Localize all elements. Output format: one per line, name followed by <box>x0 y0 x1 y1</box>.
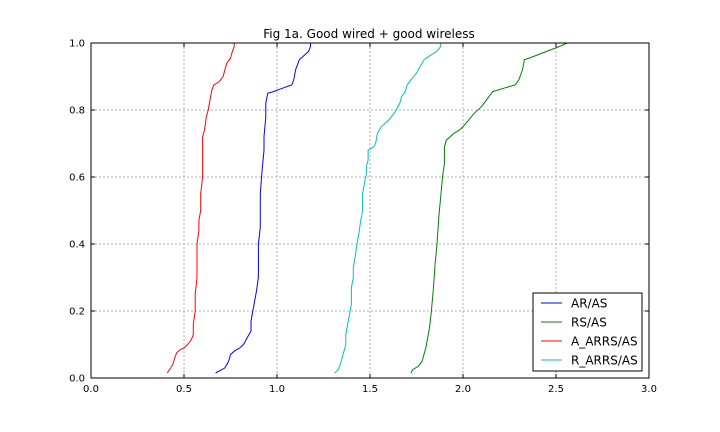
series-line-1 <box>410 42 568 374</box>
y-tick-label: 0.4 <box>69 240 85 251</box>
series-line-0 <box>215 43 311 374</box>
legend-label-0: AR/AS <box>571 297 607 311</box>
y-tick-label: 1.0 <box>69 39 85 50</box>
x-tick-label: 1.5 <box>362 384 378 395</box>
x-tick-label: 0.5 <box>176 384 192 395</box>
series-line-2 <box>166 43 235 374</box>
legend-box <box>532 292 643 372</box>
x-tick-label: 2.0 <box>455 384 471 395</box>
series-lines <box>166 42 568 374</box>
legend-entries: AR/AS RS/AS A_ARRS/AS R_ARRS/AS <box>541 297 638 368</box>
y-tick-label: 0.2 <box>69 307 85 318</box>
series-line-3 <box>334 43 442 374</box>
legend-label-3: R_ARRS/AS <box>571 354 638 368</box>
x-tick-label: 1.0 <box>269 384 285 395</box>
axis-ticks: 0.0 0.5 1.0 1.5 2.0 2.5 3.0 0.0 0.2 0.4 0.6 0.8 1.0 <box>69 39 657 396</box>
legend-label-1: RS/AS <box>571 316 607 330</box>
x-tick-label: 3.0 <box>641 384 657 395</box>
legend-label-2: A_ARRS/AS <box>571 335 638 349</box>
y-tick-label: 0.6 <box>69 173 85 184</box>
y-tick-label: 0.8 <box>69 106 85 117</box>
legend: AR/AS RS/AS A_ARRS/AS R_ARRS/AS <box>532 292 643 372</box>
x-tick-label: 0.0 <box>83 384 99 395</box>
y-tick-label: 0.0 <box>69 374 85 385</box>
chart-title: Fig 1a. Good wired + good wireless <box>263 27 474 41</box>
x-tick-label: 2.5 <box>548 384 564 395</box>
